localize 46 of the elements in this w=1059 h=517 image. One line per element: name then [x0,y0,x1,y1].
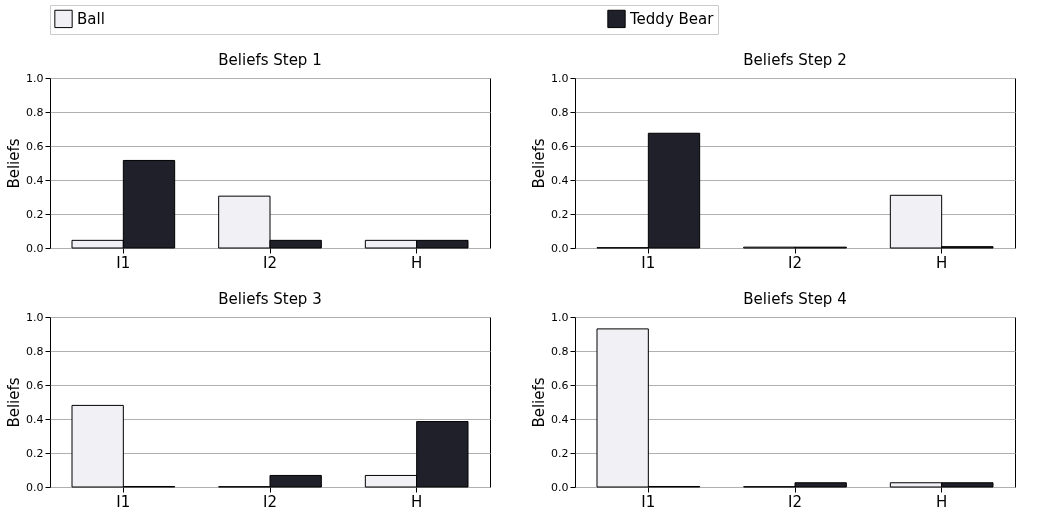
x-tick-label: I1 [116,253,131,272]
y-tick-label: 0.6 [551,139,569,153]
y-tick-label: 0.0 [26,241,44,255]
y-tick-label: 0.4 [26,412,44,426]
y-tick-label: 1.0 [26,310,44,324]
y-tick-label: 0.0 [26,480,44,494]
legend-label: Teddy Bear [629,9,715,28]
y-tick-label: 0.0 [551,480,569,494]
y-tick-label: 0.8 [551,105,569,119]
x-tick-label: I2 [788,492,802,511]
y-tick-label: 0.8 [551,344,569,358]
y-tick-label: 0.6 [551,378,569,392]
y-tick-label: 0.6 [26,378,44,392]
y-tick-label: 0.4 [551,173,569,187]
y-tick-label: 0.6 [26,139,44,153]
x-tick-label: I2 [263,492,277,511]
x-tick-label: I1 [116,492,131,511]
x-tick-label: I1 [641,253,656,272]
x-tick-label: H [411,253,423,272]
y-tick-label: 1.0 [551,71,569,85]
y-tick-label: 0.2 [26,207,44,221]
y-axis-title: Beliefs [5,138,24,189]
chart-title: Beliefs Step 3 [218,290,322,308]
y-axis-title: Beliefs [530,377,549,428]
chart-title: Beliefs Step 1 [218,51,322,69]
y-tick-label: 0.2 [551,446,569,460]
x-tick-label: H [936,492,948,511]
y-axis-title: Beliefs [530,138,549,189]
y-tick-label: 0.8 [26,344,44,358]
chart-title: Beliefs Step 2 [743,51,847,69]
legend-label: Ball [77,9,105,28]
x-tick-label: I2 [788,253,802,272]
y-tick-label: 0.2 [26,446,44,460]
y-tick-label: 0.0 [551,241,569,255]
y-tick-label: 0.4 [26,173,44,187]
x-tick-label: H [411,492,423,511]
y-tick-label: 0.4 [551,412,569,426]
y-tick-label: 0.8 [26,105,44,119]
y-axis-title: Beliefs [5,377,24,428]
x-tick-label: I2 [263,253,277,272]
chart-title: Beliefs Step 4 [743,290,847,308]
x-tick-label: H [936,253,948,272]
y-tick-label: 1.0 [551,310,569,324]
y-tick-label: 1.0 [26,71,44,85]
x-tick-label: I1 [641,492,656,511]
y-tick-label: 0.2 [551,207,569,221]
